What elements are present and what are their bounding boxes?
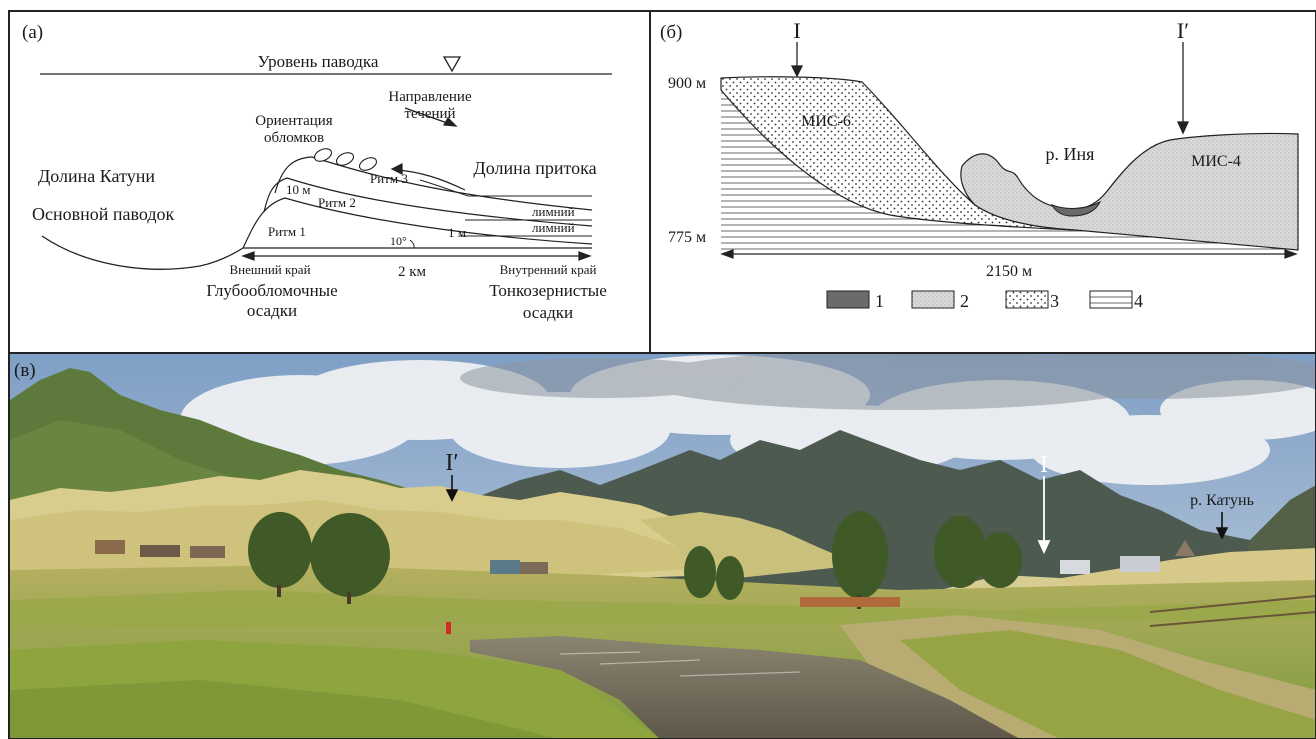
distance-label: 2 км bbox=[398, 264, 427, 280]
tributary-valley-label: Долина притока bbox=[473, 158, 596, 178]
clast-orientation-icon bbox=[313, 148, 378, 171]
mis4-label: МИС-4 bbox=[1191, 153, 1241, 170]
limnic-upper-label: лимний bbox=[532, 204, 575, 219]
marker-i-prime-label: I′ bbox=[1177, 18, 1189, 43]
flow-direction-label: Направление bbox=[388, 89, 472, 105]
coarse-sediments-label: Глубообломочные bbox=[206, 281, 337, 300]
rhythm-2-boundary bbox=[263, 177, 593, 227]
legend-swatch-4 bbox=[1089, 290, 1133, 309]
panel-v-label: (в) bbox=[14, 360, 36, 381]
unit-1-alluvium bbox=[1050, 200, 1102, 217]
legend-swatch-3 bbox=[1005, 290, 1049, 309]
rhythm-2-label: Ритм 2 bbox=[318, 195, 356, 210]
panel-a: (а) Уровень паводка bbox=[8, 10, 651, 354]
water-level-icon bbox=[442, 56, 462, 73]
rhythm-1-boundary bbox=[242, 197, 593, 249]
tributary-curve bbox=[419, 179, 469, 197]
profile-marker-i bbox=[790, 42, 804, 78]
panel-v-photo: (в) I′ I р. Катунь bbox=[8, 352, 1316, 739]
thickness-10m-label: 10 м bbox=[286, 182, 310, 197]
thickness-1m-label: 1 м bbox=[448, 225, 466, 240]
photo-marker-katun bbox=[1215, 512, 1229, 540]
katun-valley-label: Долина Катуни bbox=[38, 166, 155, 186]
river bbox=[470, 636, 1020, 739]
panel-b: (б) I I′ 900 м 775 м МИС-6 МИС-4 р. Иня bbox=[649, 10, 1316, 354]
river-inya-label: р. Иня bbox=[1046, 144, 1095, 164]
legend-swatch-2 bbox=[911, 290, 955, 309]
flow-arrow-icon bbox=[390, 107, 466, 191]
flood-level-label: Уровень паводка bbox=[258, 52, 379, 71]
rhythm-3-boundary bbox=[274, 156, 593, 211]
photo-marker-i-prime-label: I′ bbox=[445, 450, 458, 476]
panel-b-label: (б) bbox=[660, 22, 682, 43]
fine-sediments-label-2: осадки bbox=[523, 303, 573, 322]
profile-marker-i-prime bbox=[1176, 42, 1190, 135]
marker-i-label: I bbox=[793, 18, 800, 43]
clast-orientation-label: Ориентация bbox=[255, 113, 332, 129]
width-arrow bbox=[720, 249, 1298, 259]
rhythm-1-label: Ритм 1 bbox=[268, 224, 306, 239]
trees bbox=[248, 511, 1022, 600]
main-flood-label: Основной паводок bbox=[32, 204, 175, 224]
clast-orientation-label-2: обломков bbox=[264, 130, 324, 146]
limnic-lower-label: лимний bbox=[532, 220, 575, 235]
angle-label: 10° bbox=[390, 234, 407, 248]
elevation-bottom-label: 775 м bbox=[668, 229, 706, 246]
width-label: 2150 м bbox=[986, 263, 1032, 280]
distance-arrow bbox=[241, 251, 592, 261]
rhythm-3-label: Ритм 3 bbox=[370, 171, 408, 186]
angle-arc bbox=[409, 239, 415, 249]
photo-marker-i-label: I bbox=[1040, 452, 1048, 478]
unit-2-mis4 bbox=[960, 132, 1299, 251]
photo-marker-i bbox=[1037, 476, 1051, 555]
katun-river-label: р. Катунь bbox=[1190, 492, 1254, 509]
legend-label-3: 3 bbox=[1050, 291, 1059, 311]
person bbox=[446, 622, 451, 634]
inner-edge-label: Внутренний край bbox=[500, 262, 597, 277]
panel-a-label: (а) bbox=[22, 22, 43, 43]
coarse-sediments-label-2: осадки bbox=[247, 301, 297, 320]
village-houses bbox=[95, 540, 1195, 607]
legend-label-4: 4 bbox=[1134, 291, 1143, 311]
flow-direction-label-2: течений bbox=[404, 106, 455, 122]
legend-swatch-1 bbox=[826, 290, 870, 309]
elevation-top-label: 900 м bbox=[668, 75, 706, 92]
photo-marker-i-prime bbox=[445, 475, 459, 502]
outer-edge-label: Внешний край bbox=[229, 262, 310, 277]
mis6-label: МИС-6 bbox=[801, 113, 851, 130]
legend-label-1: 1 bbox=[875, 291, 884, 311]
main-profile-line bbox=[41, 235, 244, 270]
legend: 1 2 3 4 bbox=[826, 290, 1143, 311]
fine-sediments-label: Тонкозернистые bbox=[489, 281, 607, 300]
legend-label-2: 2 bbox=[960, 291, 969, 311]
